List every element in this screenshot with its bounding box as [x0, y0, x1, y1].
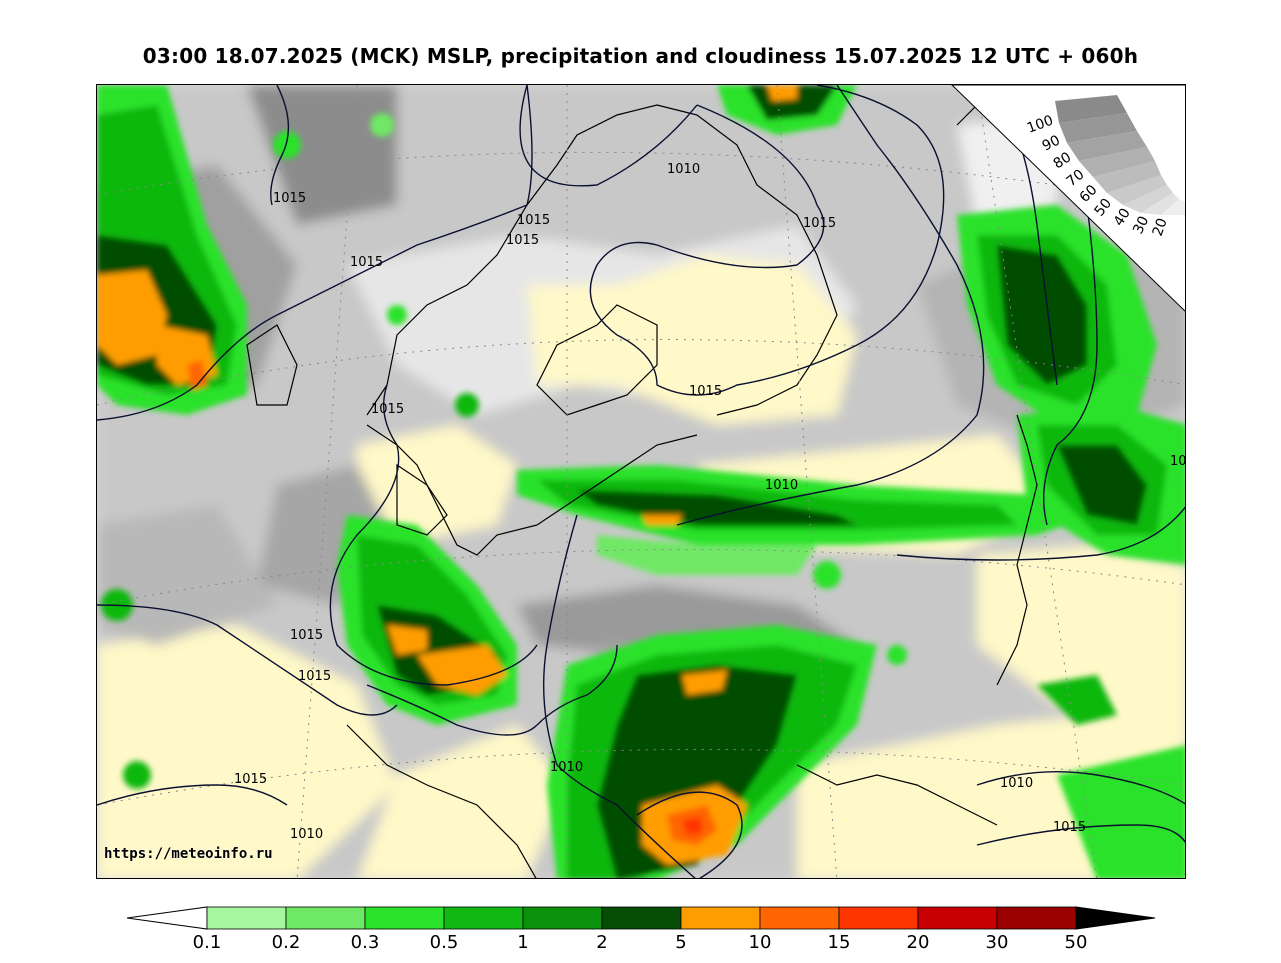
isobar-label: 1015 [1053, 820, 1086, 835]
colorbar-bin [602, 907, 681, 929]
isobar-label: 1015 [290, 628, 323, 643]
isobar-label: 1015 [298, 669, 331, 684]
isobar-label: 1015 [234, 772, 267, 787]
colorbar-tick-label: 0.3 [351, 932, 380, 953]
colorbar-bin [207, 907, 286, 929]
isobar-label: 1015 [803, 216, 836, 231]
weather-map: 1015 1015 1015 1015 1015 1015 1015 1015 … [96, 84, 1186, 879]
colorbar-over-arrow [1076, 907, 1155, 929]
colorbar-bin [839, 907, 918, 929]
colorbar-under-arrow [127, 907, 207, 929]
isobar-label: 1010 [550, 760, 583, 775]
isobar-label: 1010 [1000, 776, 1033, 791]
colorbar-bin [286, 907, 365, 929]
isobar-label: 1015 [350, 255, 383, 270]
colorbar-tick-label: 20 [907, 932, 930, 953]
isobar-label: 10 [1170, 454, 1186, 469]
colorbar-bin [997, 907, 1076, 929]
isobar-label: 1015 [506, 233, 539, 248]
colorbar-bin [760, 907, 839, 929]
colorbar-tick-label: 1 [517, 932, 528, 953]
isobar-label: 1010 [667, 162, 700, 177]
isobar-label: 1010 [765, 478, 798, 493]
colorbar-bin [523, 907, 602, 929]
colorbar-tick-label: 15 [828, 932, 851, 953]
isobar-label: 1015 [371, 402, 404, 417]
colorbar-bin [681, 907, 760, 929]
colorbar-tick-label: 0.5 [430, 932, 459, 953]
isobar-label: 1015 [517, 213, 550, 228]
colorbar-tick-label: 2 [596, 932, 607, 953]
colorbar-tick-label: 30 [986, 932, 1009, 953]
colorbar-bin [365, 907, 444, 929]
isobar-label: 1015 [689, 384, 722, 399]
map-canvas: 1015 1015 1015 1015 1015 1015 1015 1015 … [97, 85, 1186, 879]
colorbar-tick-label: 0.1 [193, 932, 222, 953]
isobar-label: 1010 [290, 827, 323, 842]
colorbar-tick-label: 10 [749, 932, 772, 953]
isobar-label: 1015 [273, 191, 306, 206]
colorbar-tick-label: 5 [675, 932, 686, 953]
map-title: 03:00 18.07.2025 (MCK) MSLP, precipitati… [0, 44, 1281, 68]
precipitation-colorbar [127, 905, 1157, 931]
colorbar-bin [444, 907, 523, 929]
colorbar-bin [918, 907, 997, 929]
source-watermark: https://meteoinfo.ru [104, 846, 273, 862]
colorbar-tick-label: 50 [1065, 932, 1088, 953]
colorbar-tick-label: 0.2 [272, 932, 301, 953]
